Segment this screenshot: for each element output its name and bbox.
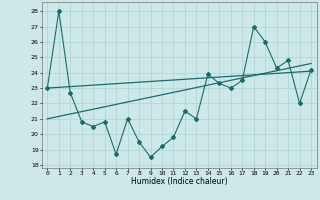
X-axis label: Humidex (Indice chaleur): Humidex (Indice chaleur) xyxy=(131,177,228,186)
